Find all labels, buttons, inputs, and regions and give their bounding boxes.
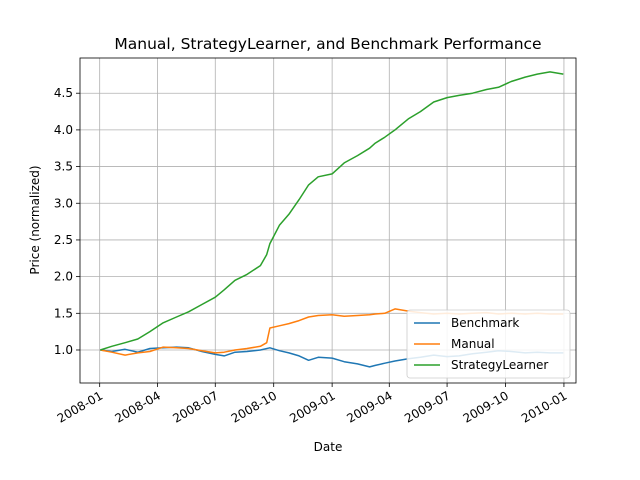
y-tick-label: 4.5 [54, 86, 73, 100]
y-axis-label: Price (normalized) [28, 165, 42, 274]
legend-label-strategylearner: StrategyLearner [451, 358, 548, 372]
y-tick-label: 1.0 [54, 343, 73, 357]
plot-frame [79, 57, 577, 384]
series-line-strategylearner [100, 71, 564, 351]
y-tick-label: 1.5 [54, 306, 73, 320]
legend-label-manual: Manual [451, 337, 495, 351]
y-tick-label: 2.5 [54, 233, 73, 247]
y-tick-label: 3.5 [54, 160, 73, 174]
legend: Benchmark Manual StrategyLearner [406, 309, 571, 379]
y-tick-label: 3.0 [54, 196, 73, 210]
legend-box [406, 309, 571, 379]
x-axis-label: Date [314, 440, 343, 454]
y-axis-ticks: 1.0 1.5 2.0 2.5 3.0 3.5 4.0 4.5 [54, 86, 80, 357]
y-tick-label: 2.0 [54, 270, 73, 284]
legend-label-benchmark: Benchmark [451, 316, 519, 330]
y-tick-label: 4.0 [54, 123, 73, 137]
chart-title: Manual, StrategyLearner, and Benchmark P… [114, 35, 541, 53]
